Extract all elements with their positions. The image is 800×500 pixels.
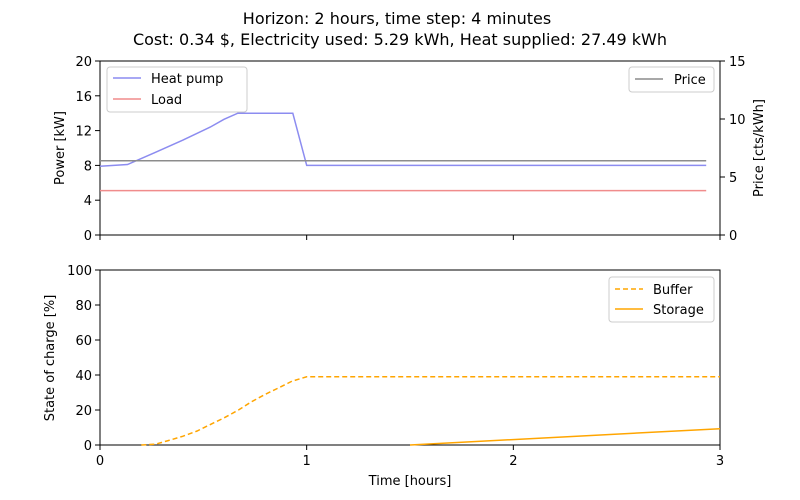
price-y-tick-label: 0 xyxy=(729,229,737,244)
soc-y-tick-label: 0 xyxy=(84,439,92,454)
power-series xyxy=(99,112,707,192)
storage-line xyxy=(409,427,721,446)
power-legend: Heat pump Load xyxy=(106,66,248,113)
state-of-charge-axes: 0 20 40 60 80 100 0 1 2 3 State of charge [%] Ti… xyxy=(43,264,724,489)
power-y-tick-label: 20 xyxy=(75,55,92,70)
price-y-axis-label: Price [cts/kWh] xyxy=(752,99,767,197)
time-x-tick-label: 2 xyxy=(509,454,517,469)
power-y-tick-label: 16 xyxy=(75,90,92,105)
soc-x-ticks: 0 1 2 3 xyxy=(96,445,724,469)
soc-y-axis-label: State of charge [%] xyxy=(43,295,58,422)
soc-y-tick-label: 100 xyxy=(67,264,92,279)
power-legend-box xyxy=(106,66,248,113)
power-y-tick-label: 0 xyxy=(84,229,92,244)
time-x-tick-label: 3 xyxy=(716,454,724,469)
soc-series xyxy=(141,376,721,446)
power-y-ticks: 0 4 8 12 16 20 xyxy=(75,55,100,244)
power-y-axis-label: Power [kW] xyxy=(53,111,68,185)
soc-y-tick-label: 80 xyxy=(75,299,92,314)
time-x-tick-label: 1 xyxy=(303,454,311,469)
price-legend-box xyxy=(628,66,715,93)
soc-y-ticks: 0 20 40 60 80 100 xyxy=(67,264,100,454)
price-legend: Price xyxy=(628,66,715,93)
time-x-axis-label: Time [hours] xyxy=(368,474,452,489)
price-y-ticks: 0 5 10 15 xyxy=(720,55,746,244)
buffer-legend-label: Buffer xyxy=(653,283,693,298)
power-price-axes: 0 4 8 12 16 20 0 5 10 15 Power [kW] Price [cts/k… xyxy=(53,55,767,244)
power-y-tick-label: 8 xyxy=(84,159,92,174)
soc-y-tick-label: 40 xyxy=(75,369,92,384)
time-x-tick-label: 0 xyxy=(96,454,104,469)
price-y-tick-label: 10 xyxy=(729,113,746,128)
figure-title-line1: Horizon: 2 hours, time step: 4 minutes xyxy=(243,9,551,28)
soc-y-tick-label: 60 xyxy=(75,334,92,349)
soc-y-tick-label: 20 xyxy=(75,404,92,419)
figure-title-line2: Cost: 0.34 $, Electricity used: 5.29 kWh… xyxy=(133,30,667,49)
soc-legend: Buffer Storage xyxy=(608,276,715,323)
power-y-tick-label: 4 xyxy=(84,194,92,209)
price-y-tick-label: 15 xyxy=(729,55,746,70)
price-legend-label: Price xyxy=(674,73,706,88)
power-y-tick-label: 12 xyxy=(75,125,92,140)
heat-pump-line xyxy=(99,112,707,168)
storage-legend-label: Storage xyxy=(653,303,704,318)
heat-pump-legend-label: Heat pump xyxy=(151,72,223,87)
power-axes-frame xyxy=(99,60,721,236)
load-legend-label: Load xyxy=(151,93,182,108)
price-y-tick-label: 5 xyxy=(729,171,737,186)
buffer-line xyxy=(141,376,720,446)
power-x-ticks xyxy=(99,235,721,240)
